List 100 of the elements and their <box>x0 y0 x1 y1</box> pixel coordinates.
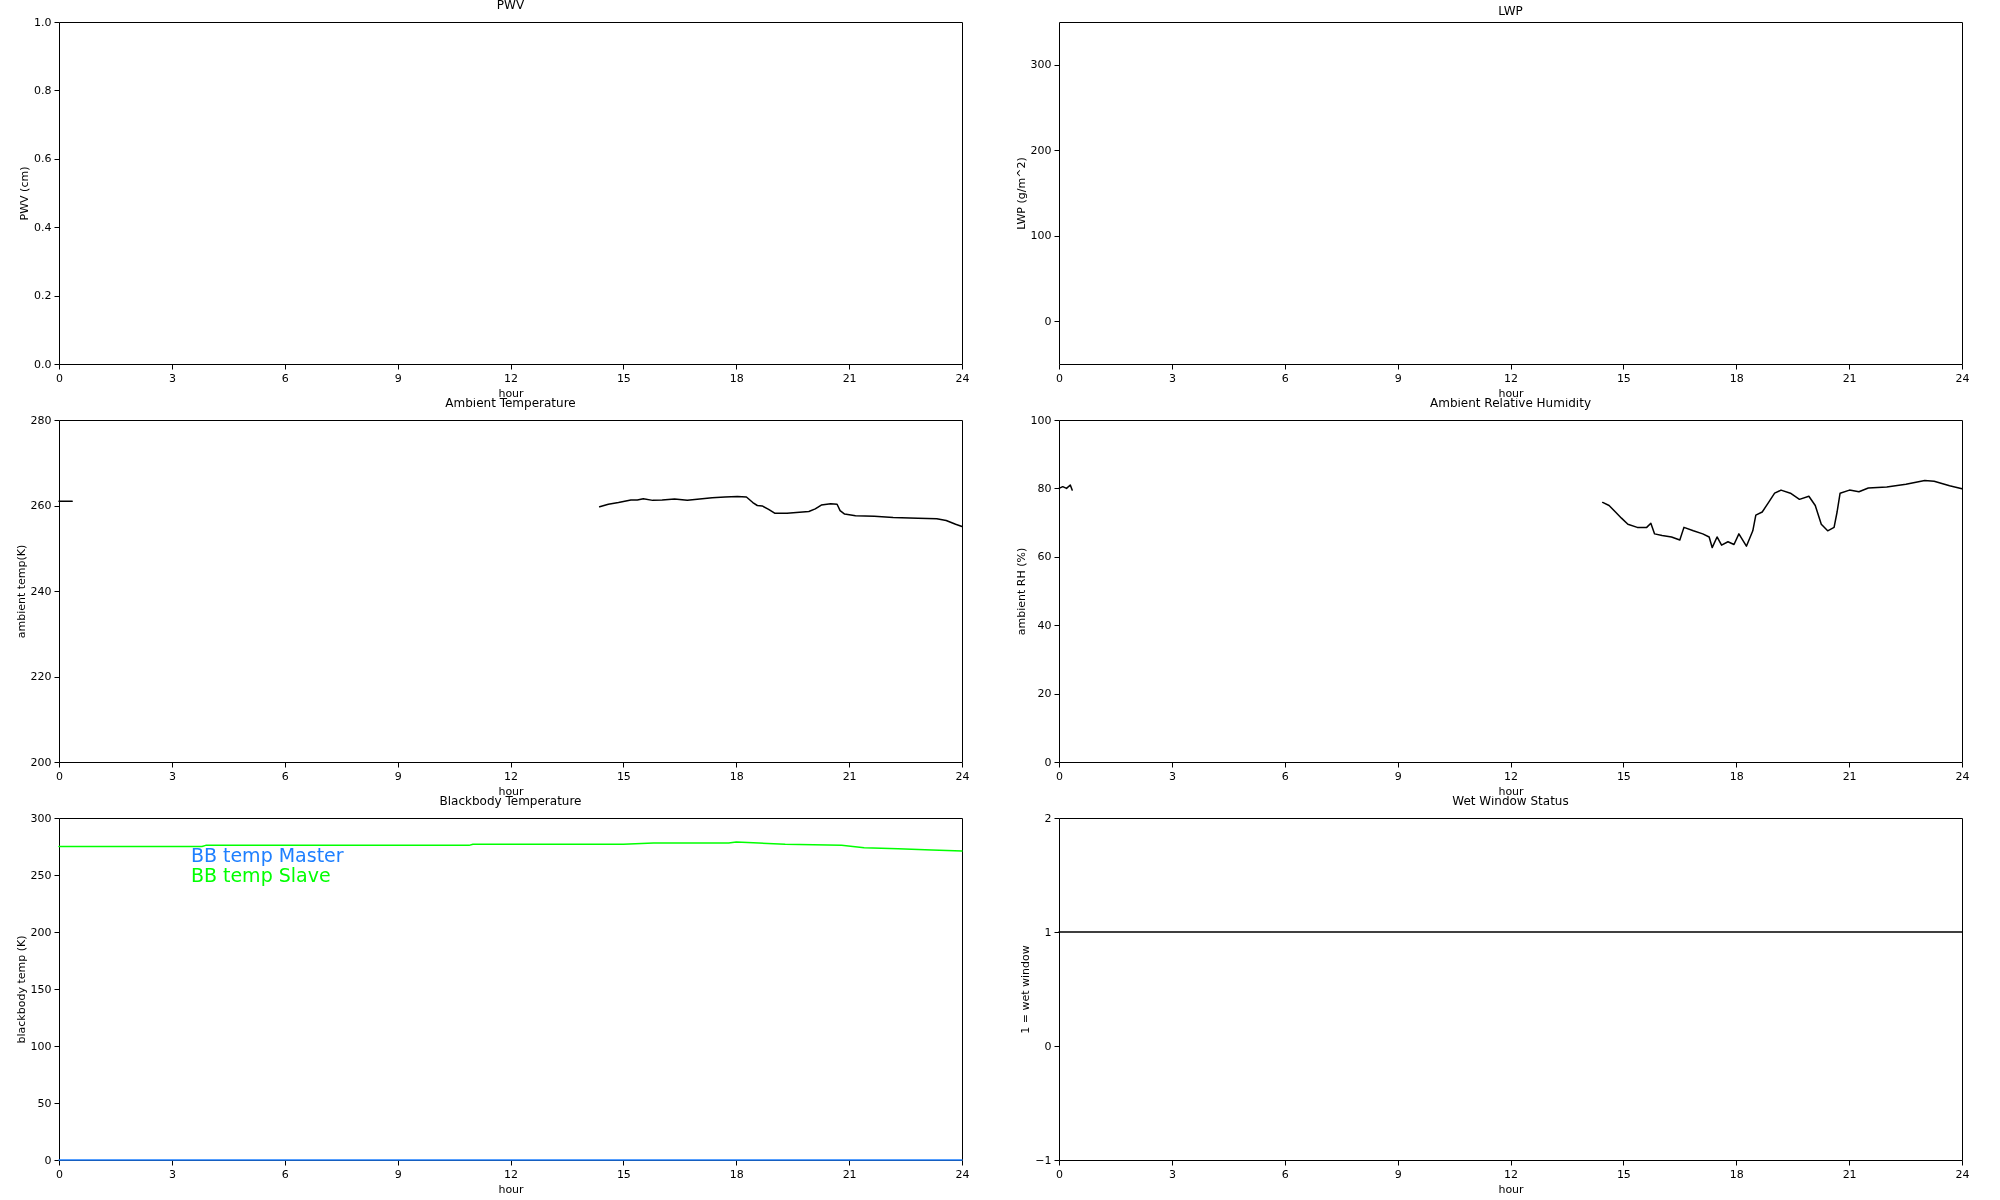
y-tick-label: 80 <box>1037 481 1052 495</box>
x-tick-label: 6 <box>1281 1167 1289 1181</box>
y-tick-label: 0.8 <box>34 83 52 97</box>
x-tick-label: 24 <box>955 769 970 783</box>
chart-title: LWP <box>1498 4 1523 18</box>
y-tick-label: 200 <box>1030 143 1052 157</box>
y-tick-label: 0.6 <box>34 152 52 166</box>
x-tick-label: 3 <box>1168 1167 1176 1181</box>
chart-title: Wet Window Status <box>1452 794 1569 808</box>
x-tick-label: 3 <box>168 769 176 783</box>
x-tick-label: 21 <box>1842 371 1857 385</box>
x-tick-label: 9 <box>394 1167 402 1181</box>
y-axis-title: ambient temp(K) <box>14 544 28 639</box>
y-tick-label: 300 <box>30 811 52 825</box>
x-tick-label: 0 <box>1056 1167 1063 1181</box>
y-axis-title: 1 = wet window <box>1019 945 1033 1034</box>
y-tick-label: 200 <box>30 755 52 769</box>
x-axis-title: hour <box>1498 1182 1525 1196</box>
x-tick-label: 18 <box>729 769 744 783</box>
y-tick-label: 0 <box>44 1153 52 1167</box>
y-tick-label: 200 <box>30 925 52 939</box>
x-tick-label: 18 <box>729 371 744 385</box>
y-tick-label: 0.4 <box>34 220 52 234</box>
x-tick-label: 15 <box>616 1167 631 1181</box>
y-tick-label: −1 <box>1035 1153 1052 1167</box>
y-tick-label: 100 <box>30 1039 52 1053</box>
text: BB temp Master <box>190 843 344 866</box>
x-tick-label: 15 <box>616 371 631 385</box>
x-tick-label: 12 <box>504 1167 518 1181</box>
y-tick-label: 60 <box>1037 550 1052 564</box>
x-tick-label: 12 <box>1504 769 1518 783</box>
x-tick-label: 3 <box>168 371 176 385</box>
x-tick-label: 0 <box>56 371 63 385</box>
y-tick-label: 0 <box>1044 1039 1052 1053</box>
x-tick-label: 6 <box>1281 371 1289 385</box>
x-tick-label: 21 <box>1842 1167 1857 1181</box>
x-tick-label: 12 <box>504 371 518 385</box>
x-tick-label: 12 <box>1504 371 1518 385</box>
x-tick-label: 21 <box>842 1167 857 1181</box>
x-tick-label: 18 <box>1729 1167 1744 1181</box>
x-tick-label: 12 <box>1504 1167 1518 1181</box>
x-tick-label: 24 <box>1955 1167 1970 1181</box>
y-tick-label: 300 <box>1030 58 1052 72</box>
x-tick-label: 24 <box>1955 371 1970 385</box>
x-tick-label: 18 <box>729 1167 744 1181</box>
x-tick-label: 6 <box>281 1167 289 1181</box>
y-tick-label: 100 <box>1030 229 1052 243</box>
x-tick-label: 21 <box>842 371 857 385</box>
y-tick-label: 100 <box>1030 413 1052 427</box>
x-tick-label: 0 <box>56 1167 63 1181</box>
x-tick-label: 18 <box>1729 371 1744 385</box>
y-tick-label: 0 <box>1044 755 1052 769</box>
y-tick-label: 20 <box>1037 687 1052 701</box>
y-tick-label: 1.0 <box>34 15 52 29</box>
x-tick-label: 3 <box>168 1167 176 1181</box>
x-tick-label: 9 <box>1394 769 1402 783</box>
x-tick-label: 9 <box>1394 371 1402 385</box>
x-tick-label: 0 <box>1056 769 1063 783</box>
x-tick-label: 6 <box>281 371 289 385</box>
x-tick-label: 9 <box>1394 1167 1402 1181</box>
chart-title: Blackbody Temperature <box>439 794 582 808</box>
y-axis-title: ambient RH (%) <box>1014 547 1028 636</box>
y-tick-label: 220 <box>30 670 52 683</box>
x-tick-label: 24 <box>955 1167 970 1181</box>
x-tick-label: 15 <box>1616 371 1631 385</box>
y-axis-title: blackbody temp (K) <box>14 935 28 1044</box>
y-tick-label: 150 <box>30 982 52 996</box>
chart-title: Ambient Relative Humidity <box>1430 396 1591 410</box>
y-tick-label: 50 <box>37 1096 52 1110</box>
y-tick-label: 0.0 <box>34 357 52 371</box>
x-tick-label: 12 <box>504 769 518 783</box>
y-tick-label: 0 <box>1044 314 1052 328</box>
x-tick-label: 18 <box>1729 769 1744 783</box>
x-tick-label: 15 <box>616 769 631 783</box>
y-tick-label: 280 <box>30 413 52 427</box>
x-tick-label: 15 <box>1616 1167 1631 1181</box>
y-tick-label: 240 <box>30 584 52 598</box>
x-tick-label: 24 <box>955 371 970 385</box>
x-tick-label: 6 <box>281 769 289 783</box>
y-tick-label: 250 <box>30 868 52 882</box>
chart-title: Ambient Temperature <box>445 396 576 410</box>
y-tick-label: 2 <box>1044 811 1052 825</box>
x-axis-title: hour <box>498 1182 525 1196</box>
x-tick-label: 9 <box>394 769 402 783</box>
x-tick-label: 3 <box>1168 769 1176 783</box>
x-tick-label: 3 <box>1168 371 1176 385</box>
y-axis-title: LWP (g/m^2) <box>1014 157 1028 230</box>
y-tick-label: 1 <box>1044 925 1052 939</box>
y-tick-label: 0.2 <box>34 289 52 303</box>
x-tick-label: 21 <box>842 769 857 783</box>
y-tick-label: 260 <box>30 499 52 512</box>
x-tick-label: 6 <box>1281 769 1289 783</box>
x-tick-label: 21 <box>1842 769 1857 783</box>
x-tick-label: 15 <box>1616 769 1631 783</box>
chart-title: PWV <box>496 0 525 12</box>
x-tick-label: 9 <box>394 371 402 385</box>
y-tick-label: 40 <box>1037 618 1052 632</box>
x-tick-label: 0 <box>1056 371 1063 385</box>
x-tick-label: 24 <box>1955 769 1970 783</box>
y-axis-title: PWV (cm) <box>18 166 32 221</box>
